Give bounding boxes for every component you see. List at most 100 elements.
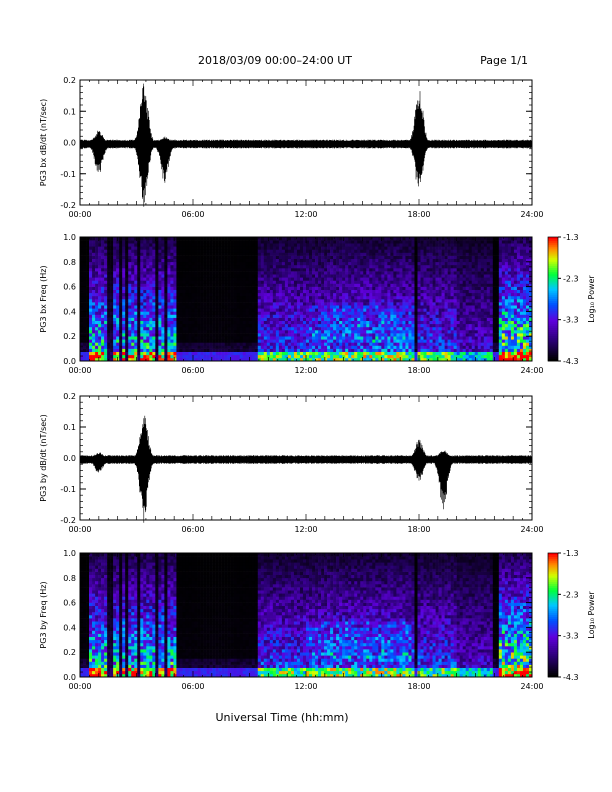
heatmap-cell (345, 348, 349, 352)
heatmap-cell (393, 348, 397, 352)
heatmap-cell (336, 317, 340, 321)
heatmap-cell (167, 252, 171, 256)
heatmap-cell (363, 354, 367, 359)
heatmap-cell (387, 289, 391, 294)
heatmap-cell (387, 237, 391, 241)
heatmap-cell (369, 302, 373, 306)
heatmap-cell (89, 271, 93, 275)
heatmap-cell (146, 308, 150, 312)
heatmap-cell (194, 345, 198, 349)
heatmap-cell (302, 283, 307, 287)
heatmap-cell (134, 351, 138, 356)
heatmap-cell (290, 336, 295, 340)
heatmap-cell (393, 302, 397, 306)
heatmap-cell (140, 277, 144, 281)
heatmap-cell (399, 342, 403, 346)
heatmap-cell (152, 311, 156, 315)
heatmap-cell (245, 314, 250, 318)
heatmap-cell (336, 314, 340, 318)
heatmap-cell (134, 354, 138, 359)
heatmap-cell (375, 283, 379, 287)
heatmap-cell (95, 255, 99, 259)
heatmap-cell (86, 289, 90, 294)
heatmap-cell (251, 311, 256, 315)
heatmap-cell (179, 280, 183, 284)
heatmap-cell (206, 252, 210, 256)
heatmap-cell (351, 268, 355, 272)
heatmap-cell (333, 342, 337, 346)
heatmap-cell (423, 354, 427, 359)
heatmap-cell (345, 280, 349, 284)
heatmap-cell (131, 351, 135, 356)
heatmap-cell (372, 339, 376, 343)
heatmap-cell (137, 339, 141, 343)
heatmap-cell (203, 299, 207, 303)
heatmap-cell (360, 317, 364, 321)
heatmap-cell (351, 295, 355, 300)
heatmap-cell (182, 342, 186, 346)
heatmap-cell (215, 264, 219, 269)
heatmap-cell (122, 314, 126, 318)
heatmap-cell (98, 243, 102, 247)
heatmap-cell (357, 351, 361, 356)
heatmap-cell (366, 261, 370, 266)
heatmap-cell (318, 249, 322, 253)
heatmap-cell (420, 317, 424, 321)
heatmap-cell (119, 271, 123, 275)
heatmap-cell (167, 292, 171, 297)
heatmap-cell (293, 357, 298, 362)
heatmap-cell (170, 292, 174, 297)
heatmap-cell (233, 299, 237, 303)
heatmap-cell (330, 333, 334, 337)
heatmap-cell (164, 258, 168, 263)
heatmap-cell (420, 320, 424, 325)
heatmap-cell (227, 330, 231, 334)
heatmap-cell (278, 268, 283, 272)
heatmap-cell (396, 342, 400, 346)
heatmap-cell (360, 339, 364, 343)
heatmap-cell (176, 314, 180, 318)
heatmap-cell (230, 345, 234, 349)
heatmap-cell (110, 295, 114, 300)
heatmap-cell (173, 314, 177, 318)
heatmap-cell (426, 323, 430, 328)
heatmap-cell (387, 286, 391, 290)
heatmap-cell (405, 286, 409, 290)
heatmap-cell (86, 345, 90, 349)
heatmap-cell (372, 336, 376, 340)
heatmap-cell (342, 351, 346, 356)
heatmap-cell (312, 311, 316, 315)
heatmap-cell (411, 286, 415, 290)
heatmap-cell (161, 330, 165, 334)
heatmap-cell (417, 280, 421, 284)
heatmap-cell (113, 271, 117, 275)
heatmap-cell (128, 261, 132, 266)
heatmap-cell (441, 271, 445, 275)
heatmap-cell (191, 302, 195, 306)
heatmap-cell (245, 351, 250, 356)
heatmap-cell (315, 305, 319, 309)
heatmap-cell (167, 243, 171, 247)
heatmap-cell (363, 299, 367, 303)
heatmap-cell (296, 351, 301, 356)
heatmap-cell (200, 308, 204, 312)
heatmap-cell (236, 243, 240, 247)
heatmap-cell (89, 246, 93, 250)
heatmap-cell (266, 336, 271, 340)
heatmap-cell (399, 299, 403, 303)
heatmap-cell (429, 274, 433, 278)
heatmap-cell (342, 330, 346, 334)
heatmap-cell (227, 255, 231, 259)
heatmap-cell (324, 249, 328, 253)
heatmap-cell (260, 237, 265, 241)
heatmap-cell (423, 286, 427, 290)
heatmap-cell (158, 302, 162, 306)
heatmap-cell (432, 351, 436, 356)
heatmap-cell (417, 333, 421, 337)
heatmap-cell (299, 339, 304, 343)
heatmap-cell (423, 255, 427, 259)
heatmap-cell (179, 274, 183, 278)
heatmap-cell (372, 292, 376, 297)
heatmap-cell (333, 271, 337, 275)
heatmap-cell (342, 305, 346, 309)
